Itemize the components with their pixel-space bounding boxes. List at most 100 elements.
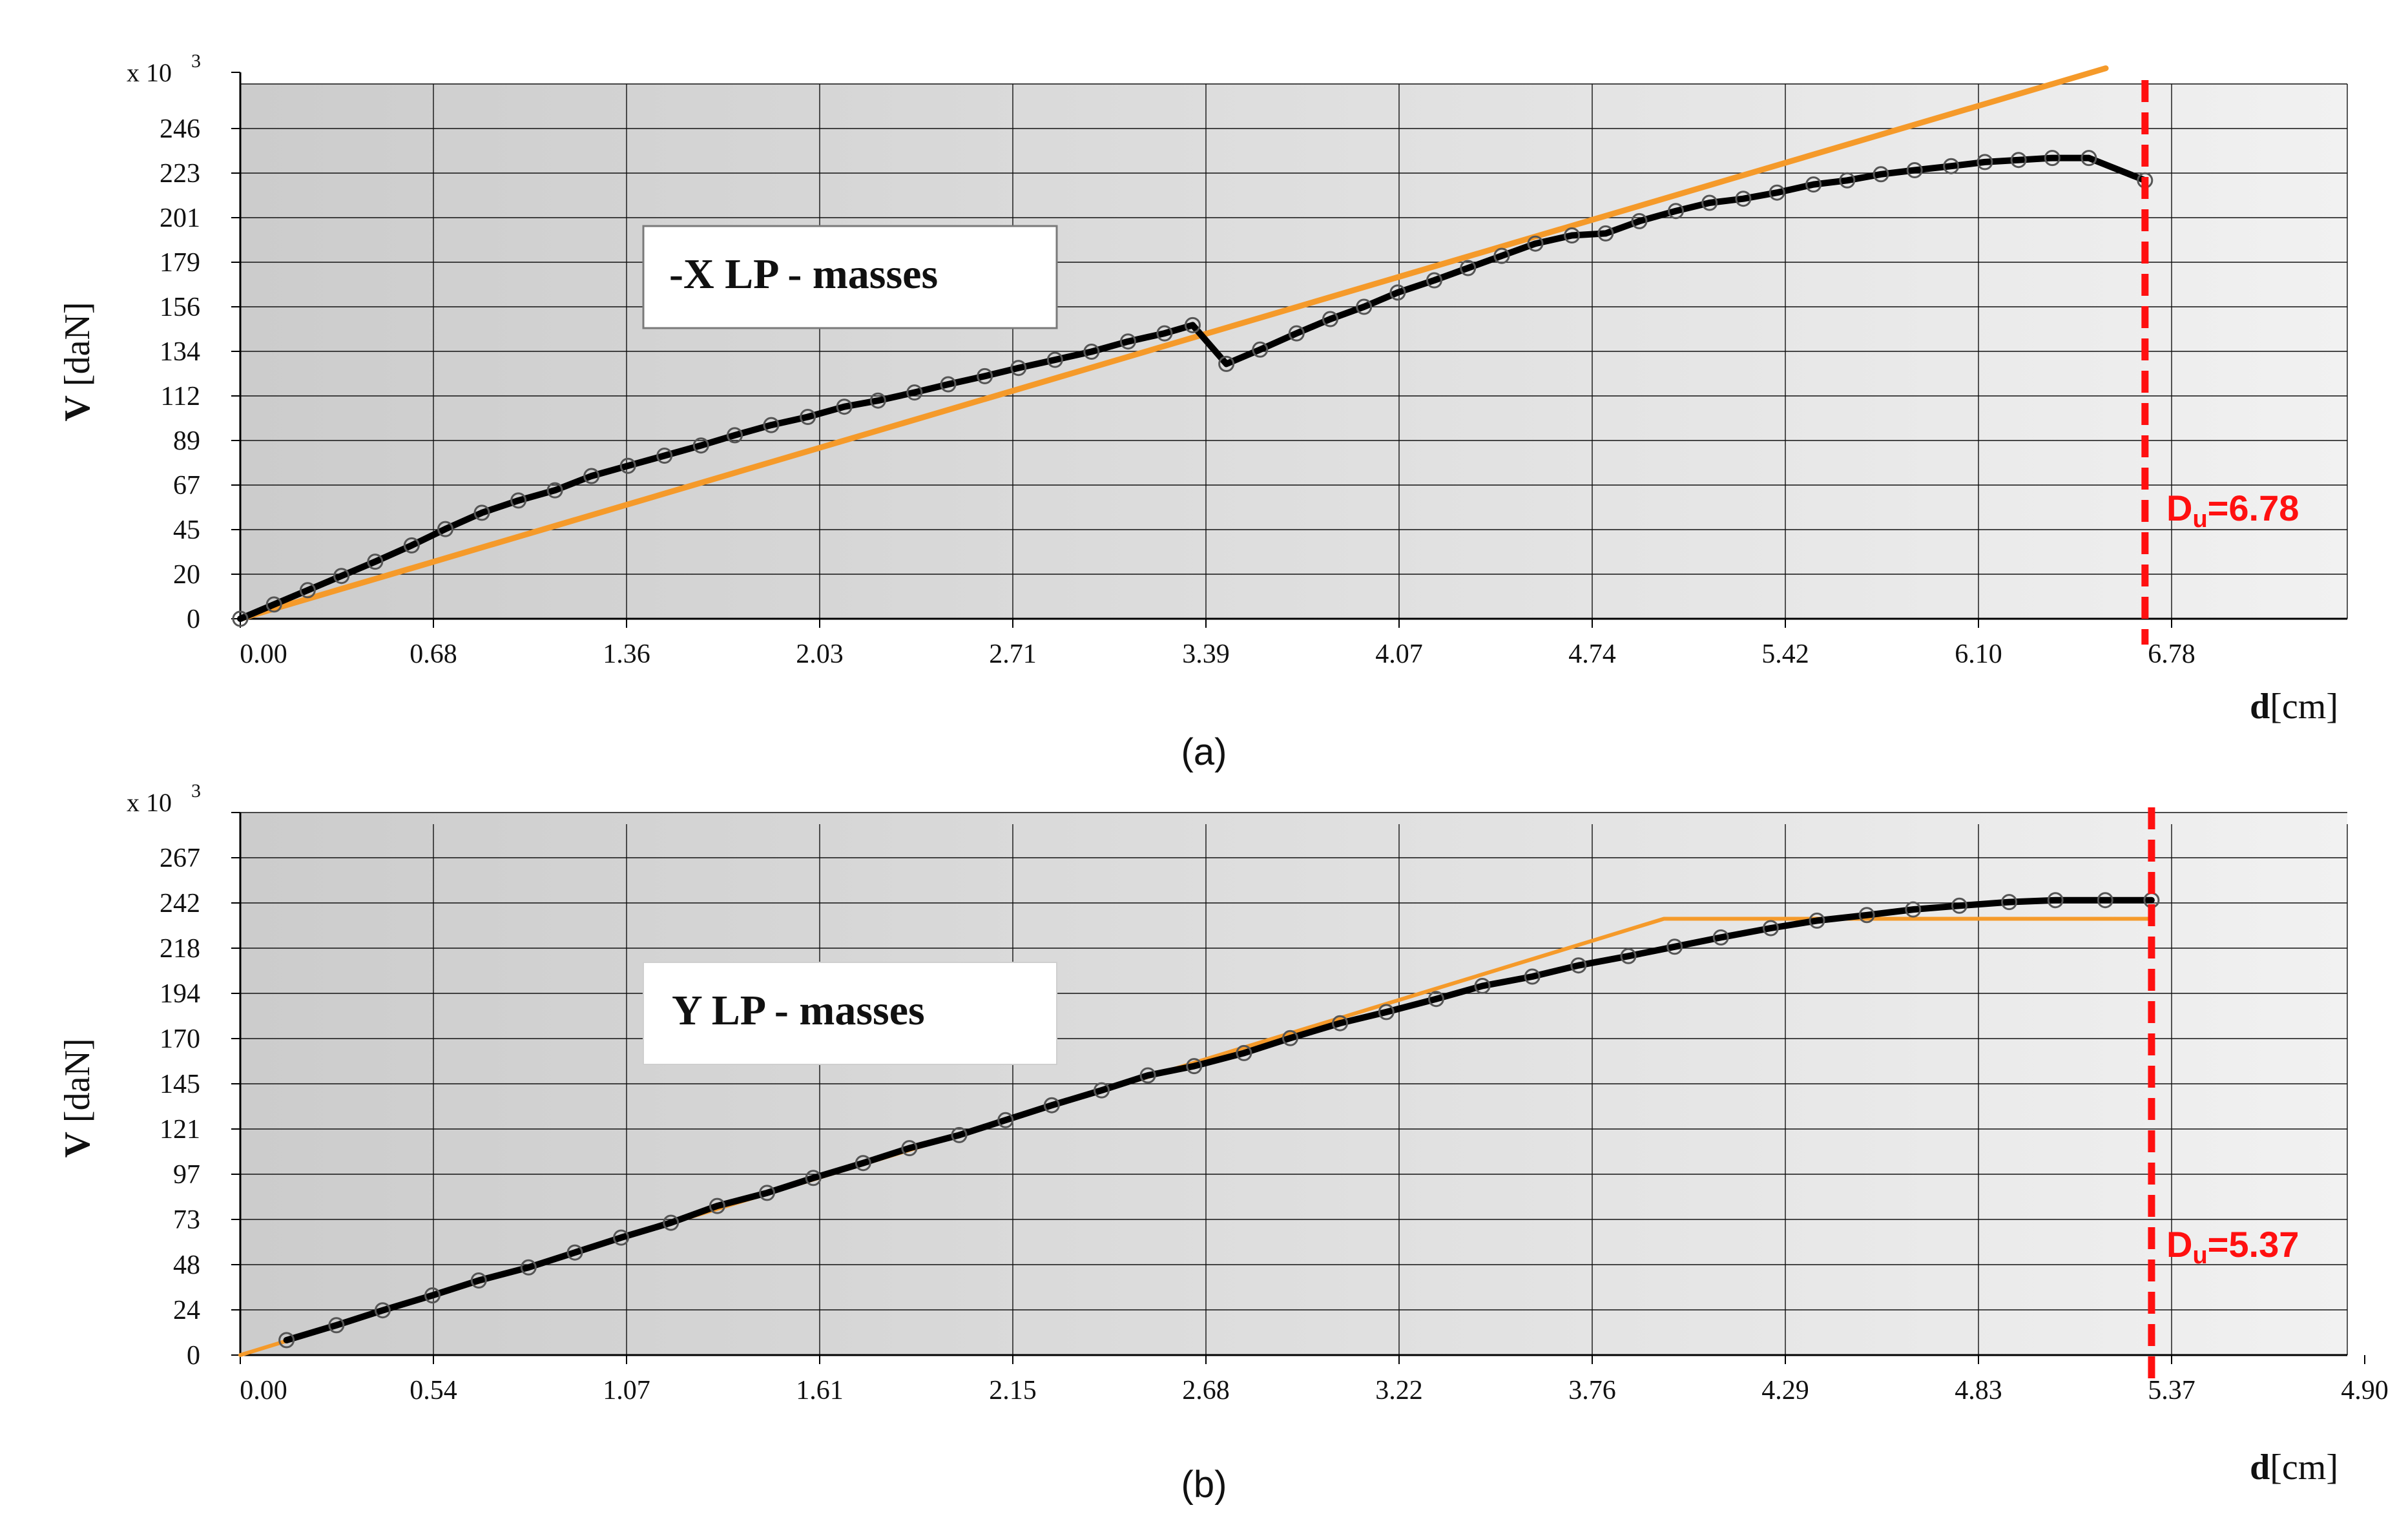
data-point-marker — [1119, 333, 1136, 350]
data-point-marker — [583, 468, 600, 484]
grid-a — [240, 83, 2348, 619]
grid-b — [240, 812, 2348, 1355]
y-tick-label: 67 — [173, 471, 200, 501]
capacity-curve-line — [237, 154, 2148, 622]
y-tick-label: 121 — [160, 1115, 200, 1145]
data-point-marker — [1094, 1082, 1110, 1099]
y-tick-label: 89 — [173, 426, 200, 456]
x-tick-label: 5.37 — [2148, 1376, 2195, 1405]
y-tick-label: 242 — [160, 889, 200, 918]
data-point-marker — [2001, 894, 2017, 911]
x-tick-label: 2.68 — [1182, 1376, 1230, 1405]
x-tick-label: 2.71 — [989, 639, 1037, 669]
data-point-marker — [1809, 912, 1825, 929]
x-tick-label: 3.39 — [1182, 639, 1230, 669]
y-tick-label: 156 — [160, 293, 200, 322]
data-point-marker — [906, 384, 923, 401]
y-tick-label: 73 — [173, 1205, 200, 1235]
data-point-marker — [709, 1197, 725, 1214]
du-label-a: Du=6.78 — [2166, 488, 2299, 533]
y-multiplier-exp-b: 3 — [191, 780, 201, 802]
data-point-marker — [1951, 897, 1967, 914]
data-point-marker — [619, 457, 636, 474]
data-point-marker — [1252, 341, 1269, 358]
y-tick-label: 223 — [160, 159, 200, 189]
data-point-marker — [1905, 901, 1922, 918]
x-tick-label: 2.03 — [796, 639, 844, 669]
data-point-marker — [1805, 176, 1822, 193]
data-point-marker — [1762, 920, 1779, 937]
data-point-marker — [1332, 1015, 1349, 1031]
y-tick-label: 0 — [187, 1341, 200, 1371]
data-point-marker — [951, 1126, 968, 1143]
data-point-marker — [403, 537, 420, 554]
data-point-marker — [374, 1302, 391, 1319]
x-ticks-b: 0.00 0.54 1.07 1.61 2.15 2.68 3.22 3.76 4.29 4.83… — [240, 1355, 2389, 1405]
y-tick-label: 48 — [173, 1250, 200, 1280]
data-point-marker — [1083, 344, 1100, 360]
series-fit-a — [237, 65, 2109, 622]
data-point-marker — [800, 409, 816, 425]
data-point-marker — [1527, 235, 1544, 252]
panel-caption-a: (a) — [1181, 731, 1227, 773]
data-point-marker — [232, 610, 249, 627]
y-axis-title-b: V [daN] — [57, 1038, 98, 1157]
annotation-label-b: Y LP - masses — [672, 987, 925, 1034]
x-tick-label: 1.07 — [603, 1376, 650, 1405]
data-point-marker — [1046, 351, 1063, 368]
data-point-marker — [1389, 284, 1406, 301]
annotation-box-a: -X LP - masses — [642, 225, 1058, 329]
y-tick-label: 0 — [187, 605, 200, 634]
data-point-marker — [424, 1287, 441, 1304]
data-point-marker — [855, 1155, 871, 1172]
data-point-marker — [1218, 355, 1235, 372]
x-tick-label: 0.68 — [410, 639, 457, 669]
y-tick-label: 20 — [173, 560, 200, 590]
x-axis-title-a: d[cm] — [2250, 687, 2338, 727]
series-curve-b — [278, 892, 2160, 1349]
y-tick-label: 97 — [173, 1160, 200, 1190]
data-point-marker — [836, 399, 853, 415]
data-point-marker — [1943, 158, 1960, 174]
data-point-marker — [1474, 978, 1491, 994]
data-point-marker — [437, 521, 453, 537]
data-point-marker — [2047, 892, 2064, 909]
data-point-marker — [1156, 325, 1173, 342]
data-point-marker — [1426, 272, 1442, 289]
data-point-marker — [510, 492, 527, 509]
data-point-marker — [1666, 938, 1683, 955]
x-tick-label: 4.90 — [2341, 1376, 2389, 1405]
x-tick-label: 3.76 — [1568, 1376, 1616, 1405]
data-point-marker — [1043, 1097, 1060, 1114]
data-point-marker — [727, 427, 743, 444]
data-point-marker — [1712, 929, 1729, 946]
y-tick-label: 24 — [173, 1296, 200, 1325]
data-point-marker — [1356, 298, 1373, 315]
x-tick-label: 6.78 — [2148, 639, 2195, 669]
data-point-marker — [1564, 227, 1581, 243]
y-axis-title-a: V [daN] — [57, 302, 98, 421]
y-tick-label: 246 — [160, 114, 200, 144]
y-tick-label: 170 — [160, 1024, 200, 1054]
x-tick-label: 4.74 — [1568, 639, 1616, 669]
data-point-marker — [546, 482, 563, 499]
data-point-marker — [763, 417, 780, 433]
y-tick-label: 218 — [160, 934, 200, 964]
data-point-marker — [278, 1332, 295, 1349]
x-tick-label: 5.42 — [1761, 639, 1809, 669]
data-point-marker — [1977, 154, 1993, 171]
y-tick-label: 194 — [160, 979, 200, 1009]
annotation-box-b: Y LP - masses — [643, 962, 1057, 1065]
y-multiplier-a: x 10 — [127, 58, 172, 87]
data-point-marker — [1769, 184, 1785, 201]
data-point-marker — [1701, 194, 1718, 211]
capacity-curve-line — [283, 896, 2155, 1343]
data-point-marker — [1620, 948, 1637, 964]
data-point-marker — [1570, 957, 1587, 974]
data-point-marker — [328, 1317, 345, 1334]
x-tick-label: 4.29 — [1761, 1376, 1809, 1405]
x-tick-label: 1.61 — [796, 1376, 844, 1405]
data-point-marker — [1378, 1004, 1395, 1021]
data-point-marker — [1597, 225, 1614, 242]
